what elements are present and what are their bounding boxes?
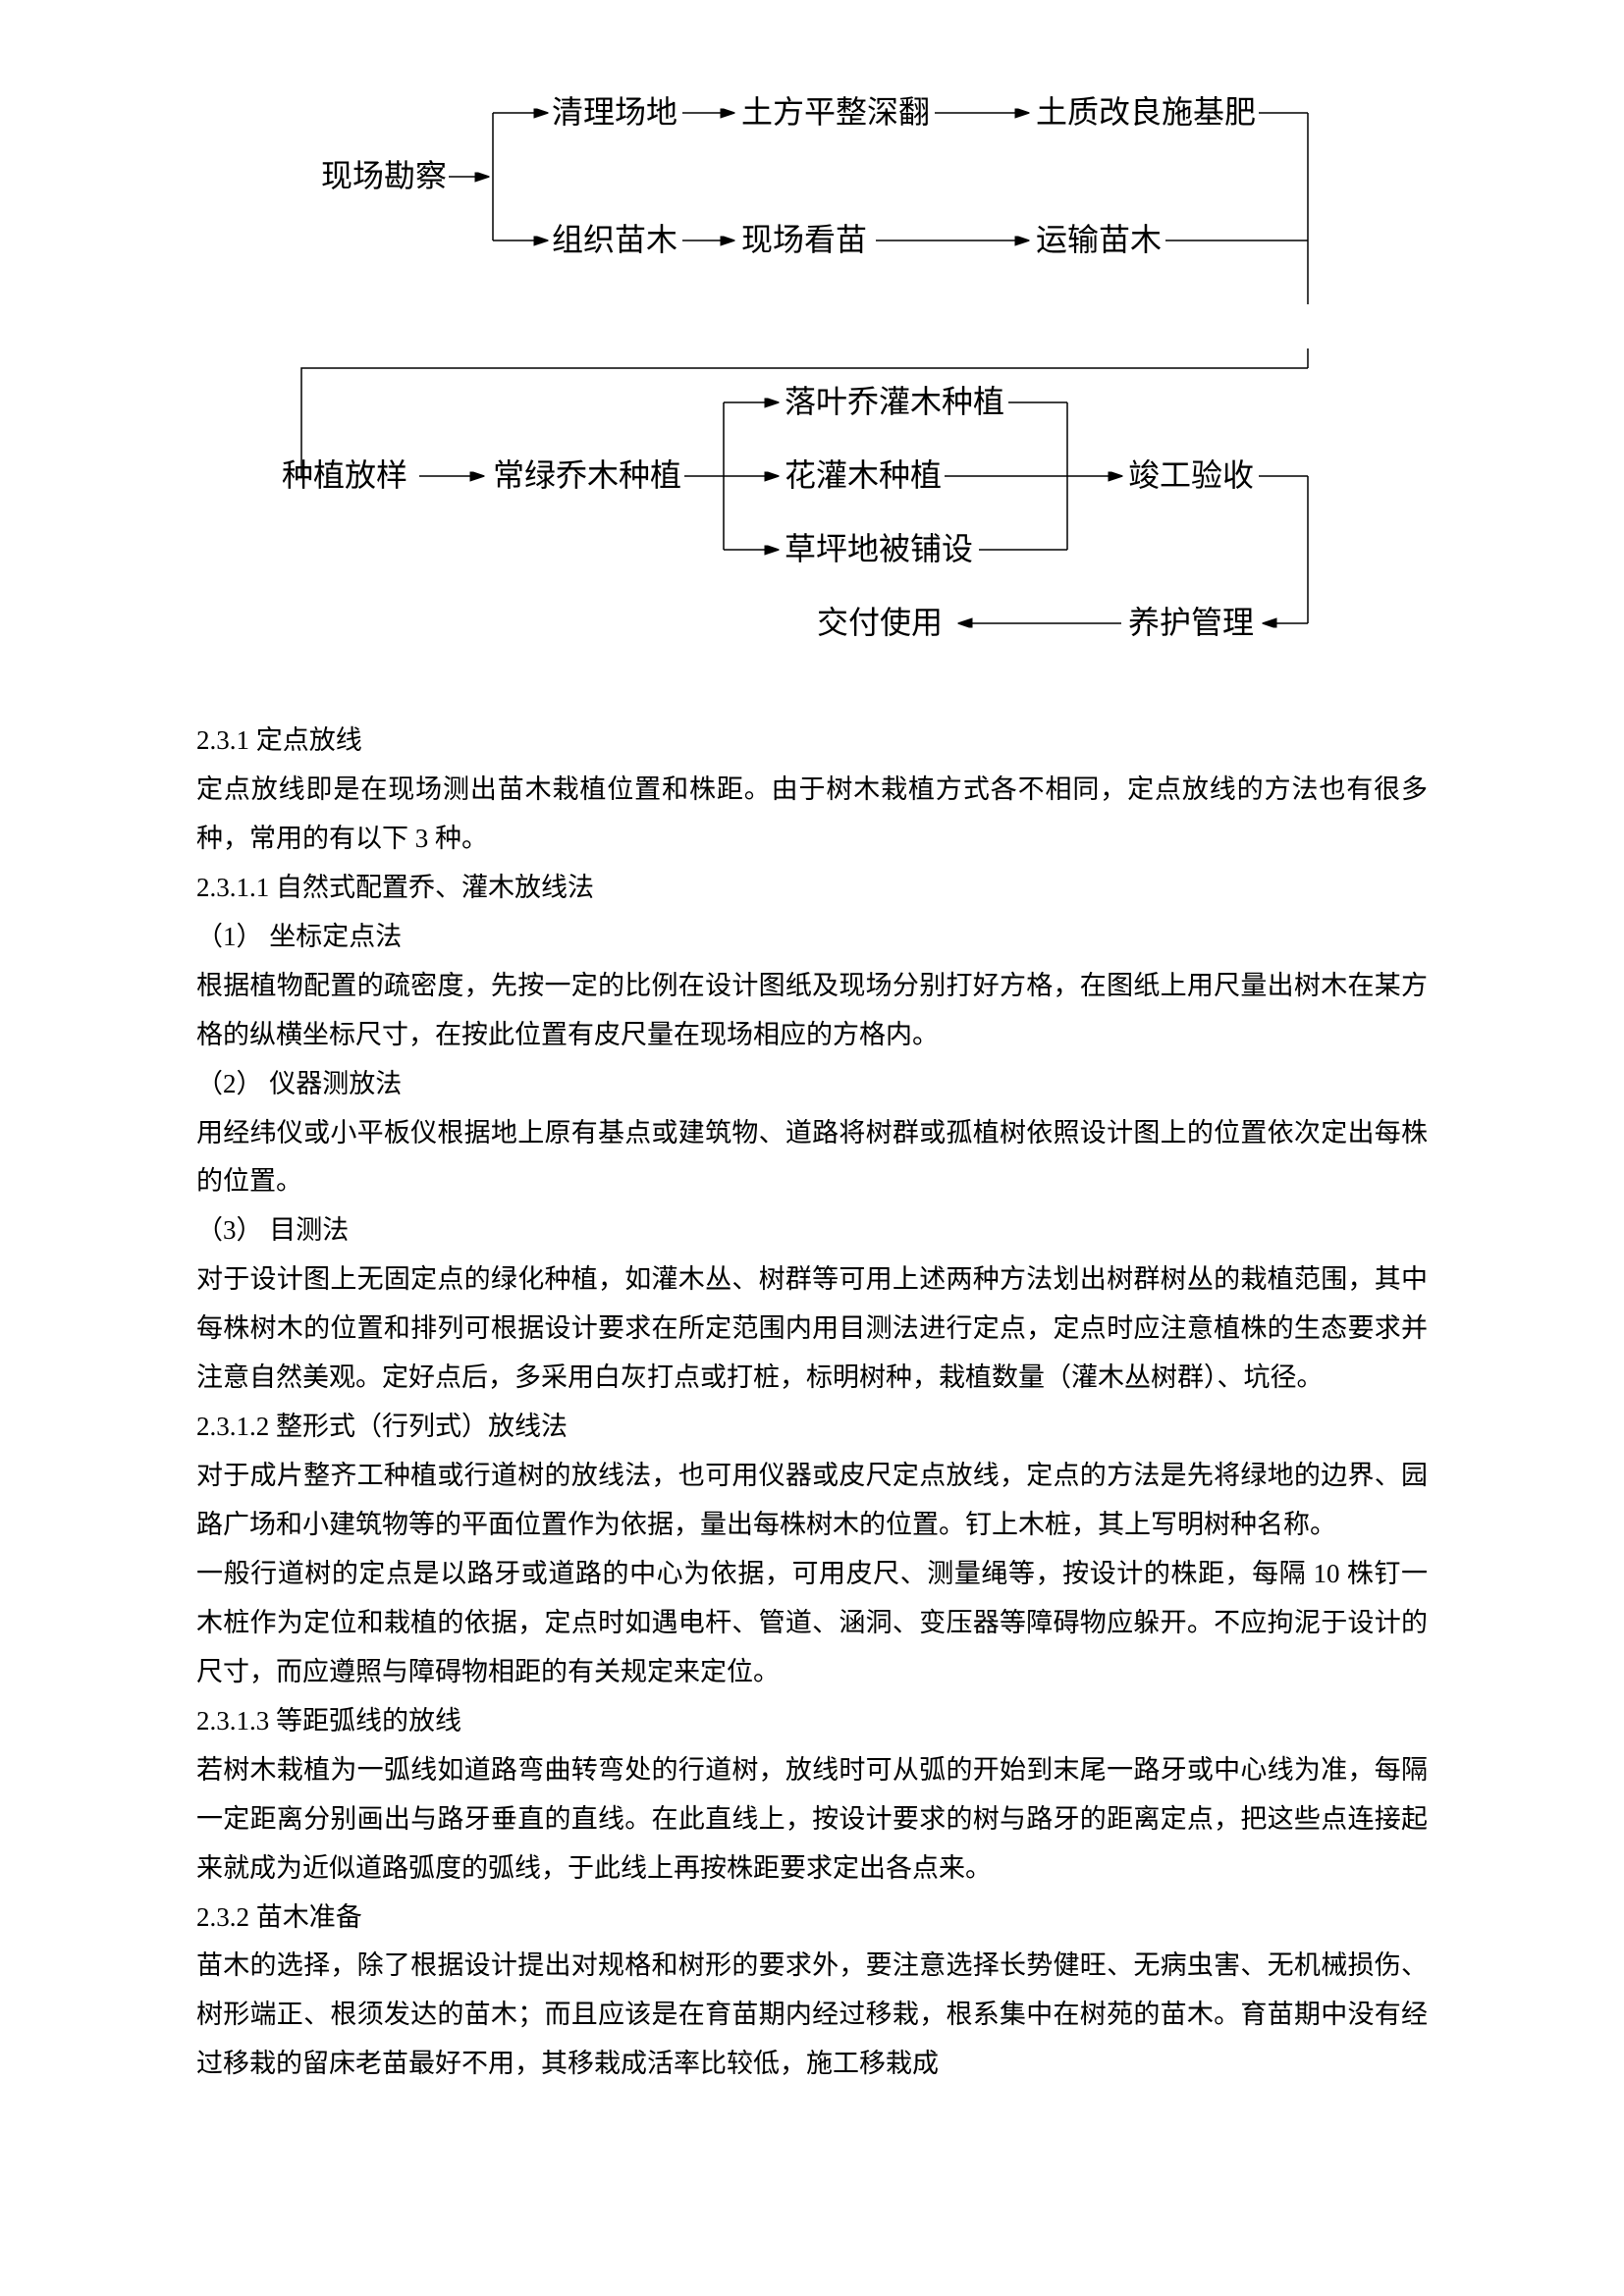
node-acceptance: 竣工验收 xyxy=(1128,457,1254,493)
node-organize-seedling: 组织苗木 xyxy=(552,222,677,257)
heading-2311: 2.3.1.1 自然式配置乔、灌木放线法 xyxy=(196,864,1428,913)
node-evergreen: 常绿乔木种植 xyxy=(493,457,681,493)
para-method3: 对于设计图上无固定点的绿化种植，如灌木丛、树群等可用上述两种方法划出树群树丛的栽… xyxy=(196,1255,1428,1403)
para-method2: 用经纬仪或小平板仪根据地上原有基点或建筑物、道路将树群或孤植树依照设计图上的位置… xyxy=(196,1109,1428,1207)
node-deliver: 交付使用 xyxy=(817,605,943,640)
node-deciduous: 落叶乔灌木种植 xyxy=(785,384,1004,419)
node-soil-improve: 土质改良施基肥 xyxy=(1036,94,1256,130)
heading-2312: 2.3.1.2 整形式（行列式）放线法 xyxy=(196,1403,1428,1452)
heading-method2: （2） 仪器测放法 xyxy=(196,1060,1428,1109)
node-planting-layout: 种植放样 xyxy=(282,457,407,493)
document-body: 2.3.1 定点放线 定点放线即是在现场测出苗木栽植位置和株距。由于树木栽植方式… xyxy=(196,717,1428,2089)
flowchart-site-prep: 现场勘察 清理场地 土方平整深翻 土质改良施基肥 组织苗木 现场看苗 运输苗木 xyxy=(272,79,1352,309)
para-2312-1: 对于成片整齐工种植或行道树的放线法，也可用仪器或皮尺定点放线，定点的方法是先将绿… xyxy=(196,1452,1428,1550)
node-clear-site: 清理场地 xyxy=(552,94,677,130)
para-231: 定点放线即是在现场测出苗木栽植位置和株距。由于树木栽植方式各不相同，定点放线的方… xyxy=(196,766,1428,864)
heading-2313: 2.3.1.3 等距弧线的放线 xyxy=(196,1697,1428,1746)
heading-231: 2.3.1 定点放线 xyxy=(196,717,1428,766)
node-earthwork: 土方平整深翻 xyxy=(741,94,930,130)
para-232: 苗木的选择，除了根据设计提出对规格和树形的要求外，要注意选择长势健旺、无病虫害、… xyxy=(196,1942,1428,2089)
node-maintenance: 养护管理 xyxy=(1128,605,1254,640)
node-flower-shrub: 花灌木种植 xyxy=(785,457,942,493)
heading-method3: （3） 目测法 xyxy=(196,1206,1428,1255)
flowchart-planting: 种植放样 常绿乔木种植 落叶乔灌木种植 花灌木种植 草坪地被铺设 竣工验收 养护… xyxy=(272,348,1352,677)
node-transport-seedling: 运输苗木 xyxy=(1036,222,1162,257)
node-inspect-seedling: 现场看苗 xyxy=(741,222,867,257)
node-lawn: 草坪地被铺设 xyxy=(785,531,973,566)
para-2312-2: 一般行道树的定点是以路牙或道路的中心为依据，可用皮尺、测量绳等，按设计的株距，每… xyxy=(196,1550,1428,1697)
para-2313: 若树木栽植为一弧线如道路弯曲转弯处的行道树，放线时可从弧的开始到末尾一路牙或中心… xyxy=(196,1746,1428,1894)
heading-232: 2.3.2 苗木准备 xyxy=(196,1894,1428,1943)
node-survey: 现场勘察 xyxy=(321,158,447,193)
heading-method1: （1） 坐标定点法 xyxy=(196,913,1428,962)
para-method1: 根据植物配置的疏密度，先按一定的比例在设计图纸及现场分别打好方格，在图纸上用尺量… xyxy=(196,962,1428,1060)
